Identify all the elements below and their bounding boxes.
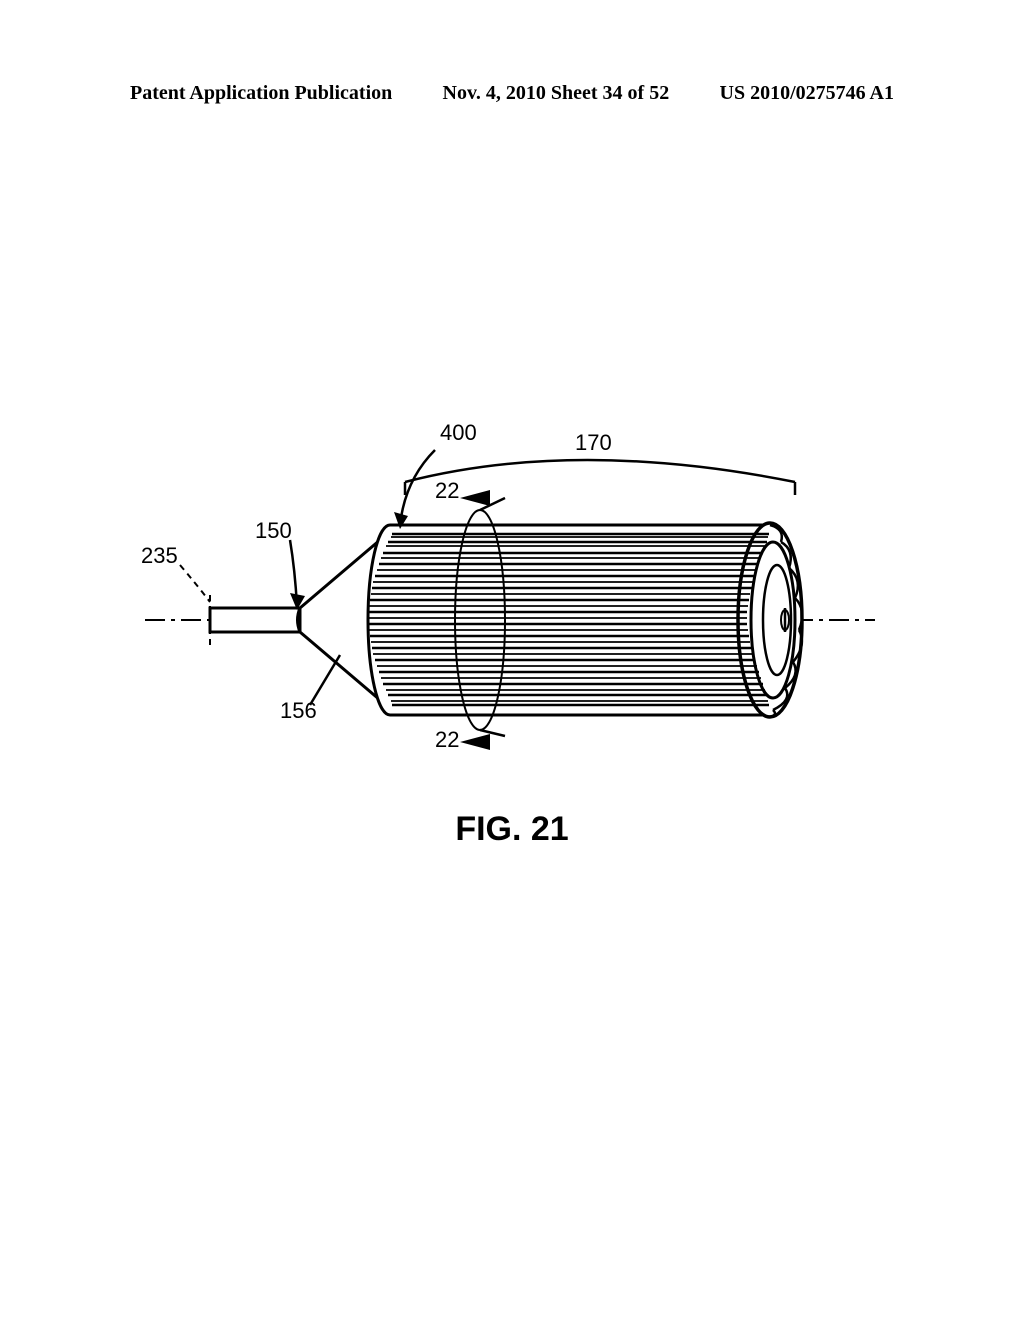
ref-156: 156 [280, 698, 317, 724]
ref-150: 150 [255, 518, 292, 544]
figure-label: FIG. 21 [0, 810, 1024, 849]
ref-22-bottom: 22 [435, 727, 459, 753]
header-pubnum: US 2010/0275746 A1 [720, 82, 894, 105]
ref-170: 170 [575, 430, 612, 456]
figure-21: 400 170 22 22 150 235 156 [145, 430, 875, 810]
ref-400: 400 [440, 420, 477, 446]
header-publication: Patent Application Publication [130, 82, 392, 105]
header-date-sheet: Nov. 4, 2010 Sheet 34 of 52 [443, 82, 670, 105]
ref-22-top: 22 [435, 478, 459, 504]
ref-235: 235 [141, 543, 178, 569]
figure-svg [145, 430, 875, 810]
page-header: Patent Application Publication Nov. 4, 2… [0, 82, 1024, 105]
